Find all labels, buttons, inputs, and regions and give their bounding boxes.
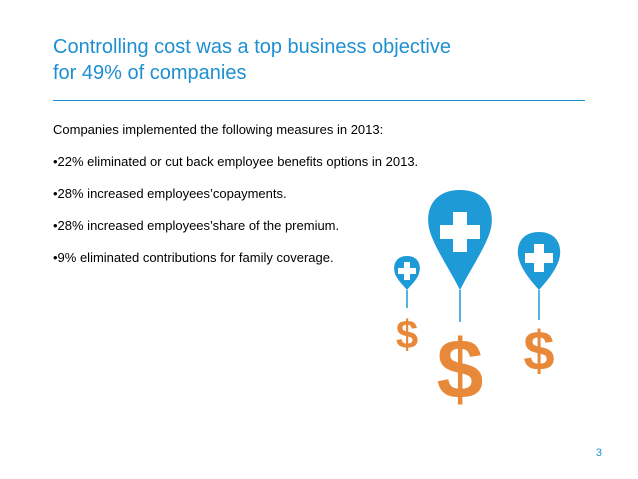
bullet-item: •28% increased employees’copayments. [53,186,287,201]
bullet-item: •9% eliminated contributions for family … [53,250,334,265]
balloons-illustration: $ $ $ [394,190,561,410]
bullet-item: •22% eliminated or cut back employee ben… [53,154,419,169]
slide-title: Controlling cost was a top business obje… [53,34,573,86]
plus-icon [398,262,416,280]
dollar-icon: $ [396,313,418,357]
body-text: Companies implemented the following meas… [53,121,493,281]
title-line-2: for 49% of companies [53,62,247,84]
dollar-icon: $ [437,322,484,410]
intro-text: Companies implemented the following meas… [53,122,384,137]
dollar-icon: $ [523,319,554,382]
title-line-1: Controlling cost was a top business obje… [53,36,451,58]
page-number: 3 [595,447,602,459]
title-divider [53,100,585,101]
plus-icon [440,212,480,252]
balloon-large [428,190,492,290]
bullet-item: •28% increased employees’share of the pr… [53,218,340,233]
balloon-medium [517,232,561,290]
balloon-small [394,256,420,290]
plus-icon [525,244,553,272]
